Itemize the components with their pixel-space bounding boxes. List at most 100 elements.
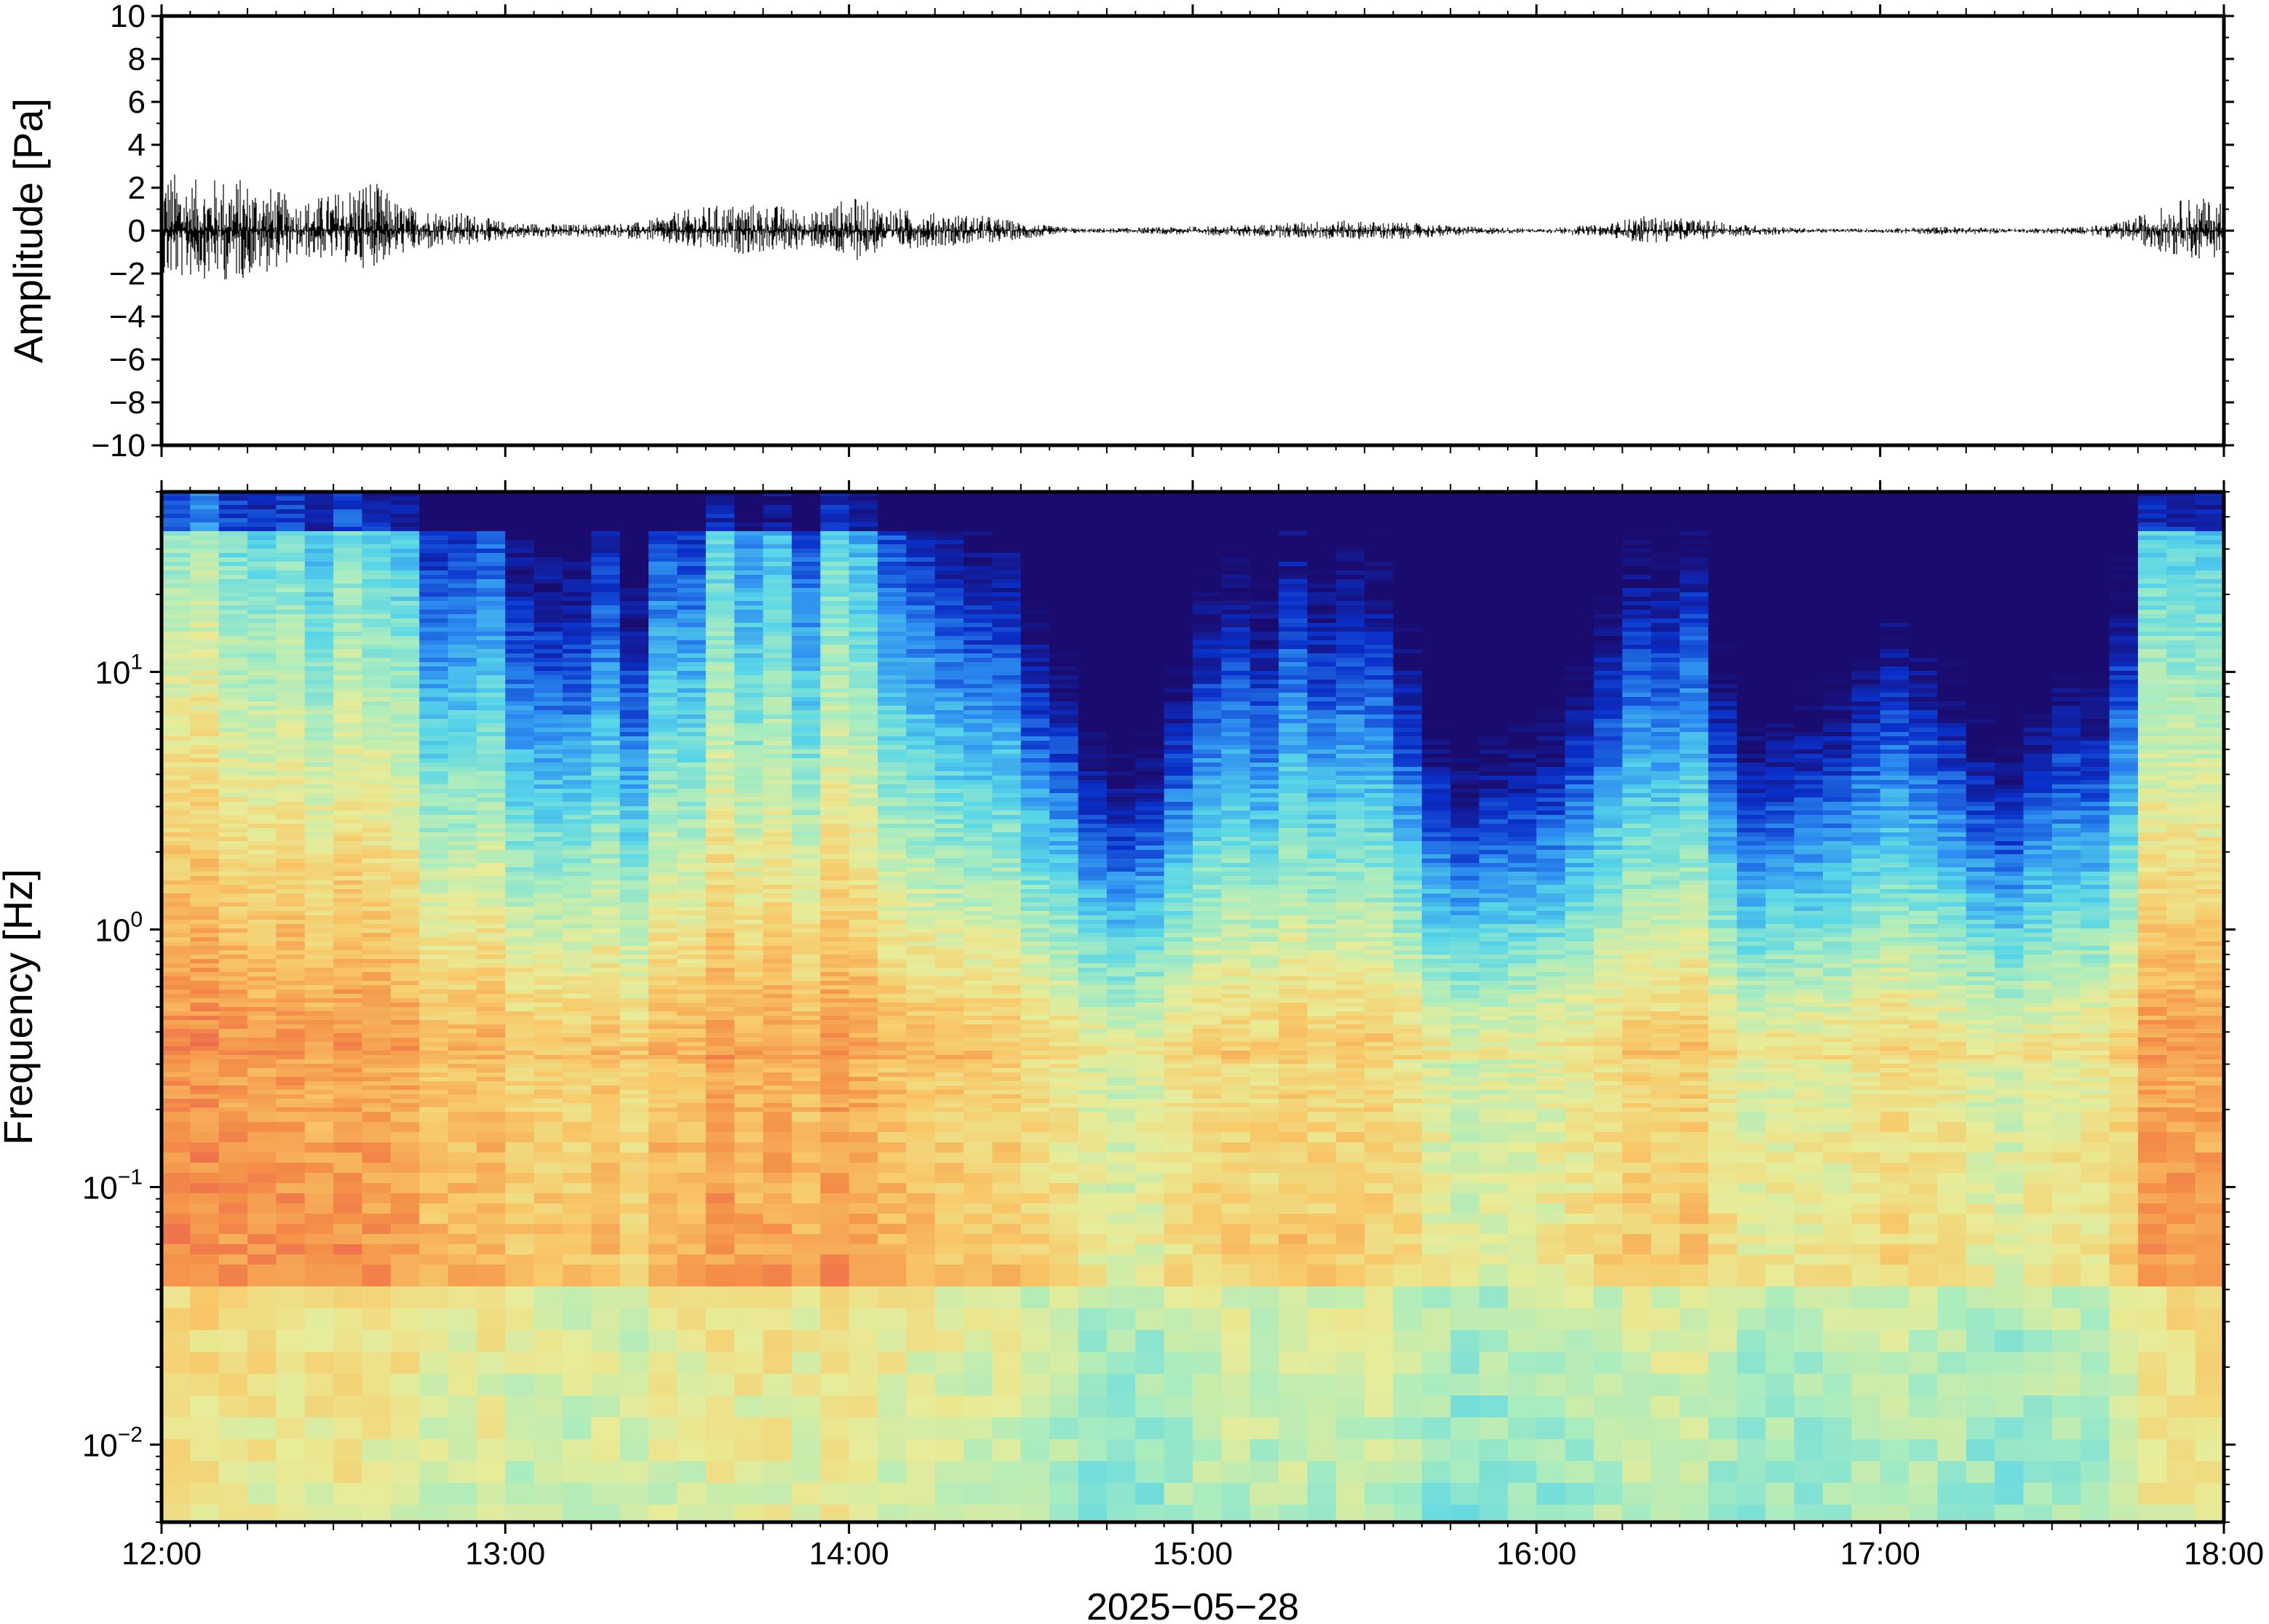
spectrogram-cell — [791, 496, 821, 501]
spectrogram-cell — [734, 671, 764, 676]
spectrogram-cell — [362, 706, 392, 711]
spectrogram-cell — [362, 658, 392, 663]
spectrogram-cell — [276, 1007, 306, 1012]
spectrogram-cell — [448, 645, 477, 650]
spectrogram-cell — [934, 1234, 964, 1245]
spectrogram-cell — [533, 575, 563, 580]
spectrogram-cell — [476, 1055, 506, 1060]
spectrogram-cell — [333, 1103, 363, 1108]
spectrogram-cell — [505, 1439, 535, 1462]
spectrogram-cell — [247, 797, 277, 803]
spectrogram-cell — [333, 505, 363, 510]
spectrogram-cell — [906, 1183, 936, 1194]
spectrogram-cell — [820, 675, 850, 680]
spectrogram-cell — [849, 614, 878, 619]
spectrogram-cell — [820, 658, 850, 663]
spectrogram-cell — [162, 898, 191, 903]
spectrogram-cell — [276, 1173, 306, 1184]
spectrogram-cell — [906, 802, 936, 807]
spectrogram-cell — [333, 605, 363, 610]
spectrogram-cell — [505, 885, 535, 890]
spectrogram-cell — [849, 885, 878, 890]
spectrogram-cell — [505, 946, 535, 951]
spectrogram-cell — [563, 924, 592, 929]
spectrogram-cell — [505, 1007, 535, 1012]
spectrogram-cell — [763, 680, 792, 685]
spectrogram-cell — [591, 645, 621, 650]
spectrogram-cell — [390, 1142, 420, 1153]
spectrogram-cell — [218, 1286, 248, 1309]
spectrogram-cell — [362, 1033, 392, 1038]
spectrogram-cell — [476, 1064, 506, 1069]
spectrogram-cell — [763, 522, 792, 528]
spectrogram-cell — [934, 1064, 964, 1069]
spectrogram-cell — [705, 837, 735, 842]
spectrogram-cell — [820, 575, 850, 580]
spectrogram-cell — [419, 1352, 449, 1374]
spectrogram-cell — [390, 732, 420, 737]
spectrogram-cell — [419, 976, 449, 982]
spectrogram-cell — [276, 889, 306, 894]
spectrogram-cell — [333, 981, 363, 986]
spectrogram-cell — [276, 1254, 306, 1265]
spectrogram-cell — [448, 706, 477, 711]
spectrogram-cell — [304, 797, 334, 803]
spectrogram-cell — [390, 907, 420, 912]
spectrogram-cell — [390, 549, 420, 554]
spectrogram-cell — [505, 514, 535, 519]
spectrogram-cell — [648, 1308, 678, 1331]
spectrogram-cell — [333, 732, 363, 737]
spectrogram-cell — [419, 863, 449, 868]
spectrogram-cell — [533, 579, 563, 584]
spectrogram-cell — [276, 1153, 306, 1163]
spectrogram-cell — [791, 549, 821, 554]
spectrogram-cell — [304, 531, 334, 536]
spectrogram-cell — [963, 693, 993, 698]
spectrogram-cell — [533, 1203, 563, 1214]
spectrogram-cell — [247, 1011, 277, 1016]
spectrogram-cell — [476, 1086, 506, 1091]
spectrogram-cell — [906, 645, 936, 650]
spectrogram-cell — [247, 501, 277, 506]
spectrogram-cell — [276, 1103, 306, 1108]
spectrogram-cell — [820, 1461, 850, 1484]
spectrogram-cell — [190, 758, 220, 763]
spectrogram-cell — [734, 902, 764, 907]
spectrogram-cell — [419, 854, 449, 859]
spectrogram-cell — [247, 990, 277, 995]
spectrogram-cell — [419, 623, 449, 628]
spectrogram-cell — [648, 811, 678, 816]
spectrogram-cell — [333, 1033, 363, 1038]
spectrogram-cell — [820, 536, 850, 541]
spectrogram-cell — [563, 544, 592, 549]
spectrogram-cell — [619, 553, 649, 558]
spectrogram-cell — [276, 719, 306, 724]
spectrogram-cell — [820, 1024, 850, 1030]
spectrogram-cell — [791, 928, 821, 934]
spectrogram-cell — [619, 837, 649, 842]
spectrogram-cell — [190, 828, 220, 833]
spectrogram-cell — [419, 588, 449, 593]
spectrogram-cell — [304, 636, 334, 641]
spectrogram-cell — [648, 976, 678, 982]
spectrogram-cell — [619, 845, 649, 851]
spectrogram-cell — [906, 1112, 936, 1123]
spectrogram-cell — [304, 889, 334, 894]
spectrogram-cell — [934, 1112, 964, 1123]
spectrogram-cell — [247, 1072, 277, 1078]
spectrogram-cell — [906, 1234, 936, 1245]
spectrogram-cell — [591, 998, 621, 1003]
spectrogram-cell — [934, 1103, 964, 1108]
spectrogram-cell — [333, 610, 363, 615]
spectrogram-cell — [934, 732, 964, 737]
spectrogram-cell — [734, 1072, 764, 1078]
spectrogram-cell — [276, 623, 306, 628]
spectrogram-cell — [563, 1505, 592, 1522]
spectrogram-cell — [476, 1042, 506, 1047]
spectrogram-cell — [591, 867, 621, 872]
spectrogram-cell — [190, 994, 220, 999]
spectrogram-cell — [333, 763, 363, 768]
spectrogram-cell — [934, 614, 964, 619]
spectrogram-cell — [218, 802, 248, 807]
spectrogram-cell — [648, 1374, 678, 1396]
